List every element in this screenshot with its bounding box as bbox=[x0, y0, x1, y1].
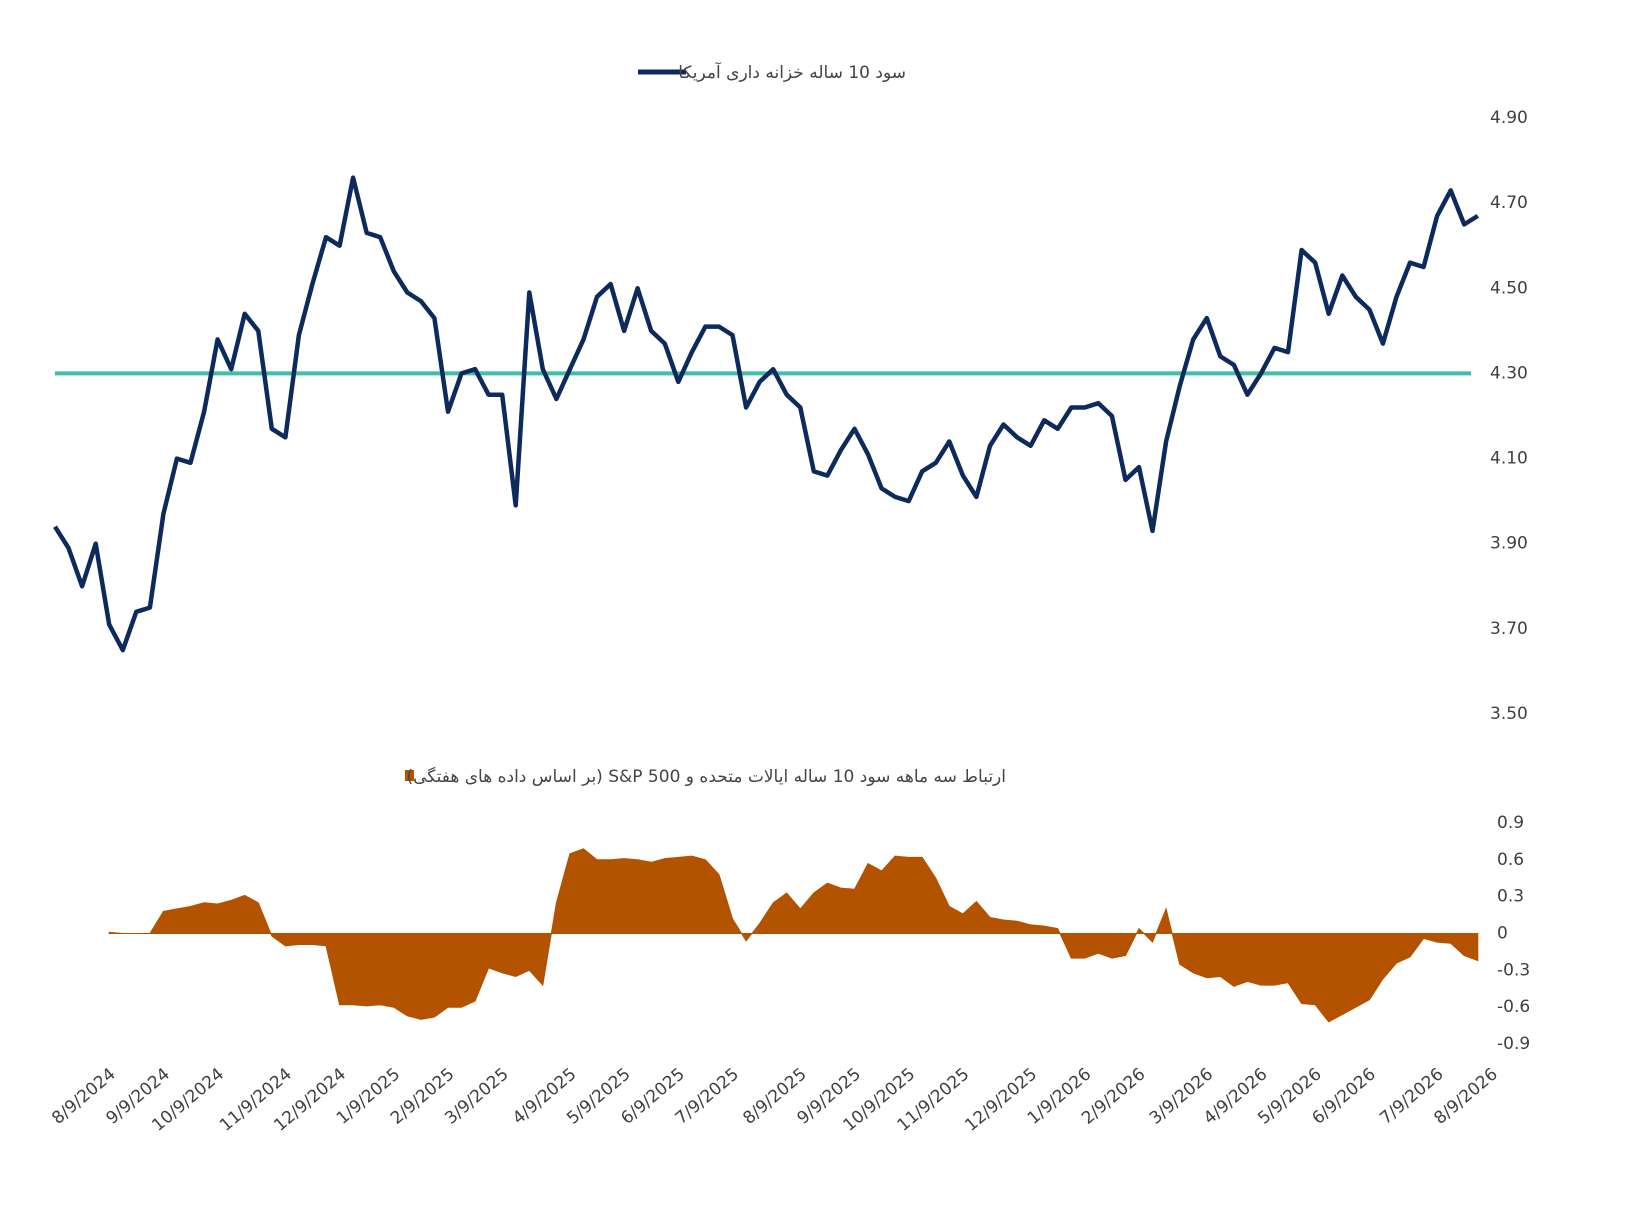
y-tick-label: -0.3 bbox=[1497, 960, 1530, 980]
y-tick-label: 0.9 bbox=[1497, 813, 1524, 833]
area-series bbox=[108, 848, 1479, 1023]
x-tick-label: 12/9/2025 bbox=[961, 1064, 1041, 1135]
y-tick-label: 3.90 bbox=[1490, 534, 1528, 554]
y-tick-label: 4.10 bbox=[1490, 449, 1528, 469]
y-tick-label: 4.30 bbox=[1490, 363, 1528, 383]
y-tick-label: 0.6 bbox=[1497, 850, 1524, 870]
y-tick-label: 3.50 bbox=[1490, 704, 1528, 724]
y-tick-label: 0.3 bbox=[1497, 887, 1524, 907]
y-tick-label: -0.6 bbox=[1497, 997, 1530, 1017]
y-tick-label: -0.9 bbox=[1497, 1034, 1530, 1054]
legend-label: سود 10 ساله خزانه داری آمریکا bbox=[678, 61, 906, 83]
y-tick-label: 3.70 bbox=[1490, 619, 1528, 639]
legend-swatch bbox=[405, 770, 414, 781]
y-tick-label: 4.50 bbox=[1490, 278, 1528, 298]
y-tick-label: 0 bbox=[1497, 924, 1508, 944]
legend-label: ارتباط سه ماهه سود 10 ساله ایالات متحده … bbox=[406, 766, 1006, 787]
line-series bbox=[53, 175, 1479, 653]
y-tick-label: 4.70 bbox=[1490, 193, 1528, 213]
y-tick-label: 4.90 bbox=[1490, 108, 1528, 128]
